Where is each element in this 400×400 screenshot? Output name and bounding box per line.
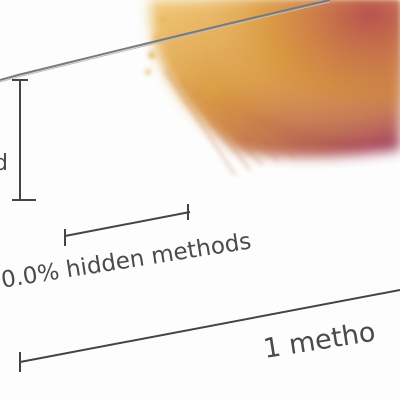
- partial-left-label: d: [0, 151, 8, 176]
- methods-count-bracket: [19, 289, 400, 372]
- height-bracket: [12, 79, 36, 201]
- root-line: [0, 0, 331, 81]
- hidden-methods-bracket: [64, 204, 191, 246]
- method-count-label: 1 metho: [261, 317, 377, 365]
- hidden-methods-label: 00.0% hidden methods: [0, 228, 253, 296]
- tree-fan: [145, 0, 400, 176]
